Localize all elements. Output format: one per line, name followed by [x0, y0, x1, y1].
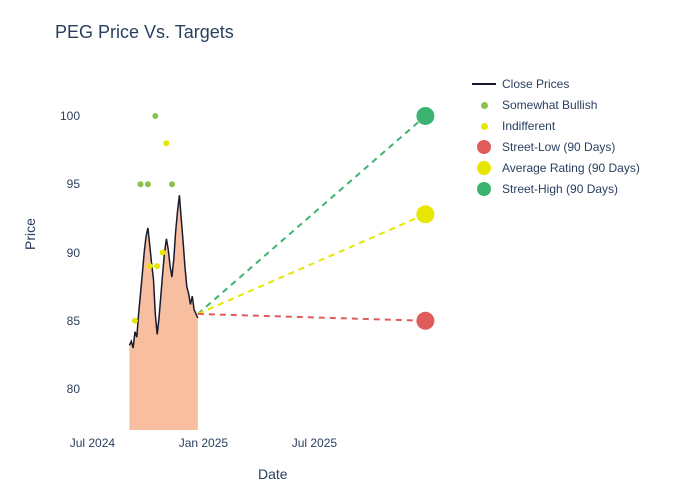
legend-marker — [470, 138, 498, 156]
x-tick-label: Jul 2024 — [70, 436, 115, 450]
y-axis-label: Price — [22, 218, 38, 250]
legend-marker — [470, 117, 498, 135]
chart-title: PEG Price Vs. Targets — [55, 22, 234, 43]
legend-item: Close Prices — [470, 75, 640, 93]
legend-item: Indifferent — [470, 117, 640, 135]
price-area — [129, 195, 197, 430]
price-targets-chart: PEG Price Vs. Targets Price Date 80 85 90 9… — [0, 0, 700, 500]
legend-item: Street-Low (90 Days) — [470, 138, 640, 156]
y-tick-label: 100 — [40, 109, 80, 123]
indifferent-dot — [160, 250, 166, 256]
bullish-dot — [169, 181, 175, 187]
x-tick-label: Jul 2025 — [292, 436, 337, 450]
y-tick-label: 95 — [40, 177, 80, 191]
target-marker-avg — [416, 205, 434, 223]
x-tick-label: Jan 2025 — [179, 436, 228, 450]
target-line-avg — [198, 214, 426, 314]
legend-marker — [470, 180, 498, 198]
indifferent-dot — [154, 263, 160, 269]
legend-label: Street-High (90 Days) — [502, 182, 618, 196]
legend: Close Prices Somewhat Bullish Indifferent S… — [470, 75, 640, 201]
legend-label: Close Prices — [502, 77, 569, 91]
plot-area — [85, 75, 455, 430]
target-marker-low — [416, 312, 434, 330]
bullish-dot — [152, 113, 158, 119]
target-line-low — [198, 314, 426, 321]
legend-label: Street-Low (90 Days) — [502, 140, 615, 154]
y-tick-label: 80 — [40, 382, 80, 396]
legend-label: Average Rating (90 Days) — [502, 161, 640, 175]
legend-marker — [470, 75, 498, 93]
legend-label: Somewhat Bullish — [502, 98, 597, 112]
bullish-dot — [145, 181, 151, 187]
legend-item: Somewhat Bullish — [470, 96, 640, 114]
y-tick-label: 90 — [40, 246, 80, 260]
legend-marker — [470, 96, 498, 114]
legend-item: Average Rating (90 Days) — [470, 159, 640, 177]
x-axis-label: Date — [258, 466, 288, 482]
bullish-dot — [138, 181, 144, 187]
legend-label: Indifferent — [502, 119, 555, 133]
target-line-high — [198, 116, 426, 314]
indifferent-dot — [132, 318, 138, 324]
plot-svg — [85, 75, 455, 430]
indifferent-dot — [147, 263, 153, 269]
y-tick-label: 85 — [40, 314, 80, 328]
indifferent-dot — [163, 140, 169, 146]
legend-marker — [470, 159, 498, 177]
legend-item: Street-High (90 Days) — [470, 180, 640, 198]
target-marker-high — [416, 107, 434, 125]
